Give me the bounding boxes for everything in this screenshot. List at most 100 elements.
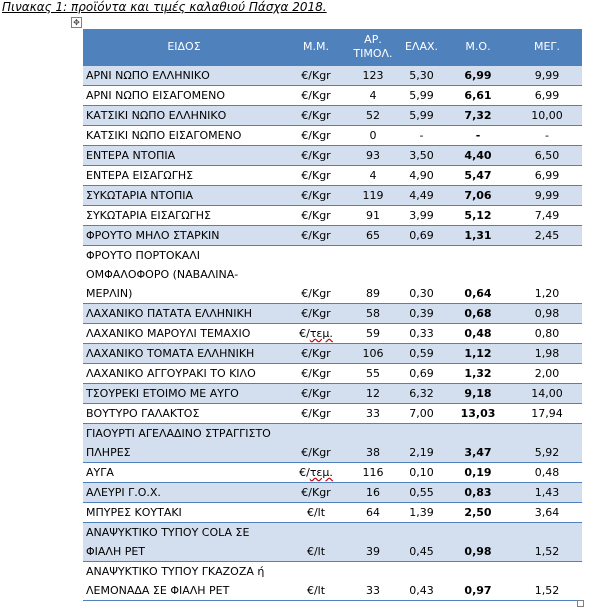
cell-artimol: 33: [347, 403, 399, 424]
cell-mm: €/Kgr: [285, 303, 347, 324]
table-row: ΜΠΥΡΕΣ ΚΟΥΤΑΚΙ €/lt 64 1,39 2,50 3,64: [83, 502, 582, 523]
cell-mm: €/Kgr: [285, 125, 347, 146]
table-row: ΑΛΕΥΡΙ Γ.Ο.Χ. €/Kgr 16 0,55 0,83 1,43: [83, 482, 582, 503]
unit-spellcheck-word: τεμ.: [309, 466, 333, 479]
cell-eidos: ΑΝΑΨΥΚΤΙΚΟ ΤΥΠΟΥ COLA ΣΕ ΦΙΑΛΗ PET: [83, 522, 285, 562]
cell-elax: 0,59: [399, 343, 444, 364]
cell-elax: 5,30: [399, 65, 444, 86]
cell-eidos: ΑΡΝΙ ΝΩΠΟ ΕΛΛΗΝΙΚΟ: [83, 65, 285, 86]
cell-meg: 9,99: [512, 65, 582, 86]
cell-eidos: ΛΑΧΑΝΙΚΟ ΤΟΜΑΤΑ ΕΛΛΗΝΙΚΗ: [83, 343, 285, 364]
cell-eidos: ΦΡΟΥΤΟ ΠΟΡΤΟΚΑΛΙ ΟΜΦΑΛΟΦΟΡΟ (ΝΑΒΑΛΙΝΑ-ΜΕ…: [83, 245, 285, 304]
cell-artimol: 116: [347, 462, 399, 483]
cell-elax: 5,99: [399, 105, 444, 126]
table-row: ΤΣΟΥΡΕΚΙ ΕΤΟΙΜΟ ΜΕ ΑΥΓΟ €/Kgr 12 6,32 9,18 14…: [83, 383, 582, 404]
cell-eidos: ΑΡΝΙ ΝΩΠΟ ΕΙΣΑΓΟΜΕΝΟ: [83, 85, 285, 106]
cell-meg: 14,00: [512, 383, 582, 404]
cell-eidos: ΦΡΟΥΤΟ ΜΗΛΟ ΣΤΑΡΚΙΝ: [83, 225, 285, 246]
cell-mo: 3,47: [444, 423, 512, 463]
cell-mo: 4,40: [444, 145, 512, 166]
cell-eidos: ΣΥΚΩΤΑΡΙΑ ΕΙΣΑΓΩΓΗΣ: [83, 205, 285, 226]
cell-artimol: 89: [347, 245, 399, 304]
cell-eidos: ΓΙΑΟΥΡΤΙ ΑΓΕΛΑΔΙΝΟ ΣΤΡΑΓΓΙΣΤΟ ΠΛΗΡΕΣ: [83, 423, 285, 463]
cell-artimol: 4: [347, 165, 399, 186]
table-row: ΛΑΧΑΝΙΚΟ ΜΑΡΟΥΛΙ ΤΕΜΑΧΙΟ €/τεμ. 59 0,33 0,48…: [83, 323, 582, 344]
cell-artimol: 0: [347, 125, 399, 146]
cell-eidos: ΑΥΓΑ: [83, 462, 285, 483]
cell-mm: €/Kgr: [285, 145, 347, 166]
cell-meg: 0,80: [512, 323, 582, 344]
cell-elax: -: [399, 125, 444, 146]
table-row: ΛΑΧΑΝΙΚΟ ΤΟΜΑΤΑ ΕΛΛΗΝΙΚΗ €/Kgr 106 0,59 1,12…: [83, 343, 582, 364]
cell-eidos: ΜΠΥΡΕΣ ΚΟΥΤΑΚΙ: [83, 502, 285, 523]
cell-mm: €/Kgr: [285, 65, 347, 86]
cell-mm: €/Kgr: [285, 105, 347, 126]
cell-meg: 1,52: [512, 522, 582, 562]
cell-artimol: 55: [347, 363, 399, 384]
cell-artimol: 59: [347, 323, 399, 344]
cell-elax: 4,49: [399, 185, 444, 206]
cell-mo: 7,06: [444, 185, 512, 206]
cell-elax: 0,69: [399, 363, 444, 384]
cell-mm: €/Kgr: [285, 403, 347, 424]
cell-mo: 9,18: [444, 383, 512, 404]
cell-mm: €/Kgr: [285, 85, 347, 106]
cell-eidos: ΚΑΤΣΙΚΙ ΝΩΠΟ ΕΛΛΗΝΙΚΟ: [83, 105, 285, 126]
cell-elax: 0,10: [399, 462, 444, 483]
cell-artimol: 119: [347, 185, 399, 206]
cell-elax: 0,30: [399, 245, 444, 304]
cell-mo: 2,50: [444, 502, 512, 523]
cell-artimol: 58: [347, 303, 399, 324]
cell-artimol: 52: [347, 105, 399, 126]
cell-elax: 0,39: [399, 303, 444, 324]
cell-eidos: ΛΑΧΑΝΙΚΟ ΜΑΡΟΥΛΙ ΤΕΜΑΧΙΟ: [83, 323, 285, 344]
cell-mm: €/Kgr: [285, 482, 347, 503]
table-row: ΚΑΤΣΙΚΙ ΝΩΠΟ ΕΛΛΗΝΙΚΟ €/Kgr 52 5,99 7,32 10,0…: [83, 105, 582, 126]
cell-meg: 0,98: [512, 303, 582, 324]
cell-meg: 1,52: [512, 561, 582, 601]
cell-artimol: 106: [347, 343, 399, 364]
cell-mo: 0,64: [444, 245, 512, 304]
cell-mm: €/Kgr: [285, 343, 347, 364]
cell-mm: €/τεμ.: [285, 323, 347, 344]
cell-eidos: ΑΛΕΥΡΙ Γ.Ο.Χ.: [83, 482, 285, 503]
table-caption: Πινακας 1: προϊόντα και τιμές καλαθιού Π…: [2, 0, 327, 14]
cell-elax: 1,39: [399, 502, 444, 523]
cell-mo: 0,48: [444, 323, 512, 344]
cell-mo: 0,68: [444, 303, 512, 324]
cell-meg: -: [512, 125, 582, 146]
table-row: ΑΡΝΙ ΝΩΠΟ ΕΙΣΑΓΟΜΕΝΟ €/Kgr 4 5,99 6,61 6,99: [83, 85, 582, 106]
unit-spellcheck-word: τεμ.: [309, 327, 333, 340]
cell-elax: 3,99: [399, 205, 444, 226]
cell-mm: €/lt: [285, 522, 347, 562]
cell-elax: 7,00: [399, 403, 444, 424]
cell-mm: €/lt: [285, 502, 347, 523]
table-row: ΑΡΝΙ ΝΩΠΟ ΕΛΛΗΝΙΚΟ €/Kgr 123 5,30 6,99 9,99: [83, 65, 582, 86]
cell-mm: €/Kgr: [285, 363, 347, 384]
cell-mo: 13,03: [444, 403, 512, 424]
table-row: ΛΑΧΑΝΙΚΟ ΑΓΓΟΥΡΑΚΙ ΤΟ ΚΙΛΟ €/Kgr 55 0,69 1,3…: [83, 363, 582, 384]
cell-artimol: 64: [347, 502, 399, 523]
cell-meg: 5,92: [512, 423, 582, 463]
cell-meg: 1,98: [512, 343, 582, 364]
header-mo: Μ.Ο.: [444, 29, 512, 66]
header-meg: ΜΕΓ.: [512, 29, 582, 66]
cell-elax: 2,19: [399, 423, 444, 463]
cell-meg: 9,99: [512, 185, 582, 206]
cell-mm: €/Kgr: [285, 245, 347, 304]
cell-artimol: 16: [347, 482, 399, 503]
cell-mo: 5,12: [444, 205, 512, 226]
table-move-handle-icon[interactable]: ✥: [71, 17, 82, 28]
cell-eidos: ΑΝΑΨΥΚΤΙΚΟ ΤΥΠΟΥ ΓΚΑΖΟΖΑ ή ΛΕΜΟΝΑΔΑ ΣΕ Φ…: [83, 561, 285, 601]
cell-eidos: ΕΝΤΕΡΑ ΝΤΟΠΙΑ: [83, 145, 285, 166]
cell-artimol: 12: [347, 383, 399, 404]
table-row: ΑΝΑΨΥΚΤΙΚΟ ΤΥΠΟΥ ΓΚΑΖΟΖΑ ή ΛΕΜΟΝΑΔΑ ΣΕ Φ…: [83, 561, 582, 601]
cell-artimol: 91: [347, 205, 399, 226]
cell-mm: €/Kgr: [285, 423, 347, 463]
cell-mo: 1,32: [444, 363, 512, 384]
cell-meg: 6,50: [512, 145, 582, 166]
cell-mo: 5,47: [444, 165, 512, 186]
cell-mo: 1,31: [444, 225, 512, 246]
cell-mo: -: [444, 125, 512, 146]
table-resize-handle[interactable]: [577, 600, 584, 607]
